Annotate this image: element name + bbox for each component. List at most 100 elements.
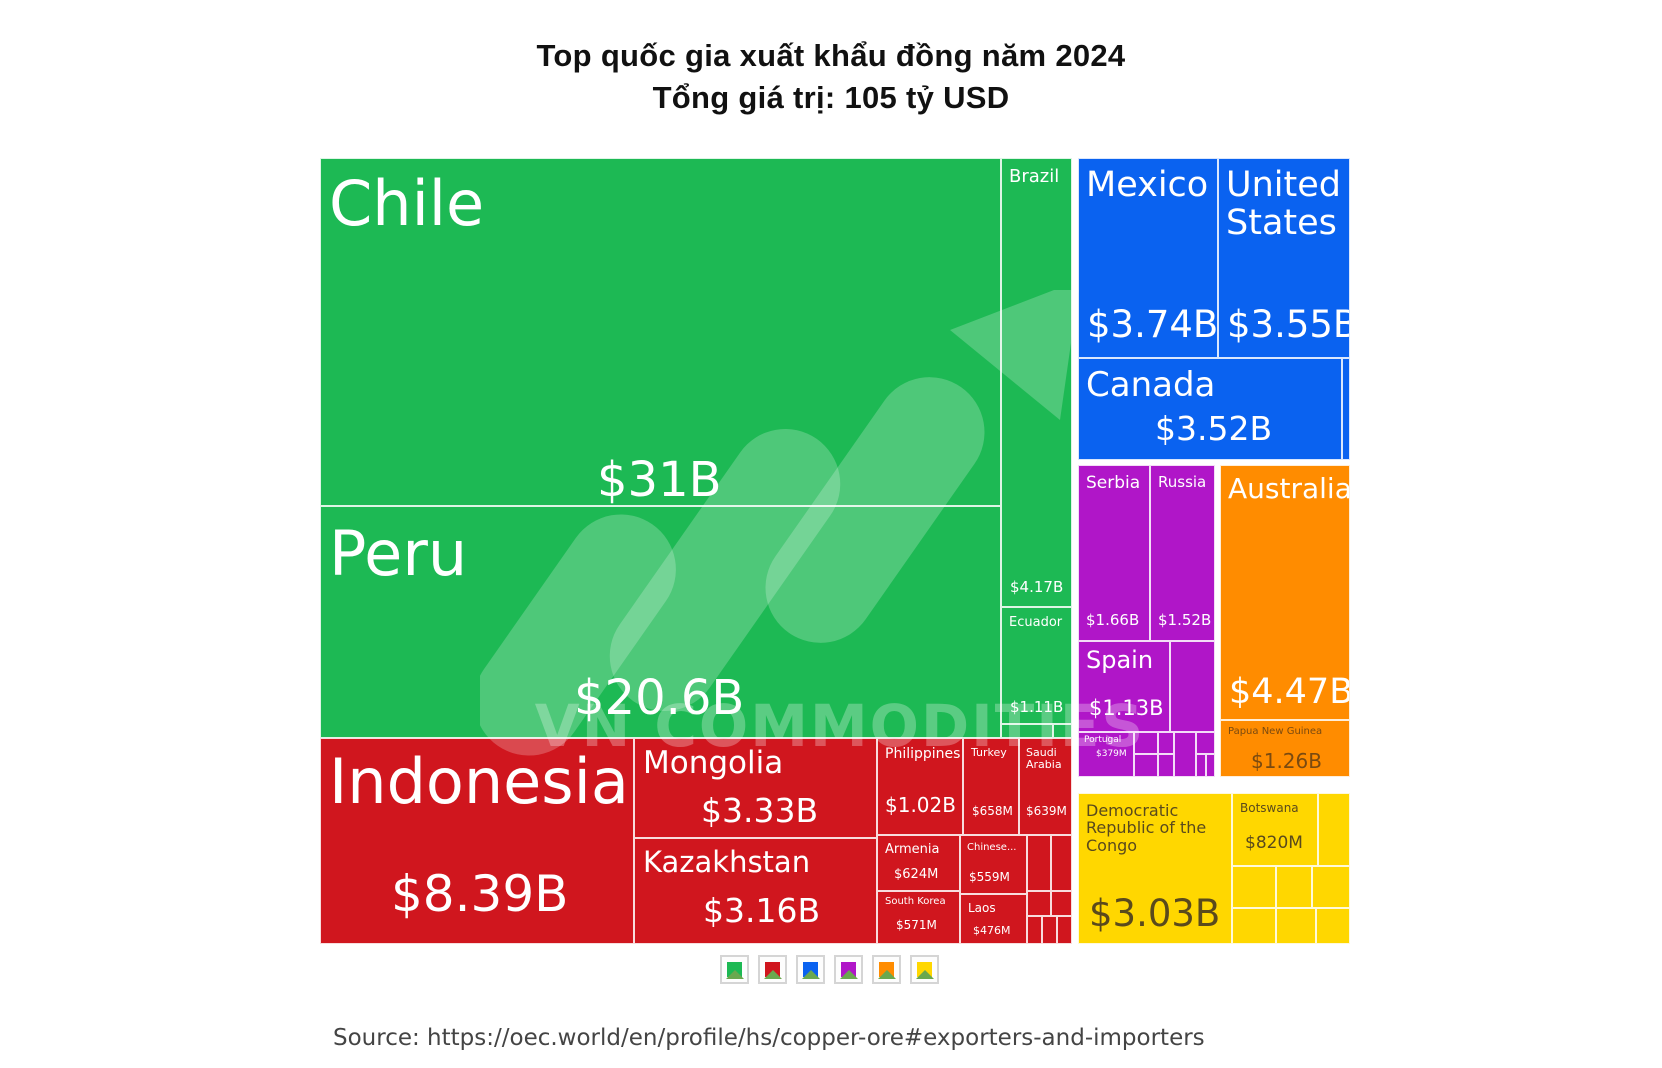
treemap-cell-unlabeled — [1053, 724, 1072, 738]
cell-value: $3.52B — [1155, 409, 1273, 448]
treemap-cell-unlabeled — [1276, 866, 1312, 908]
cell-label: Portugal — [1084, 735, 1122, 745]
cell-value: $1.13B — [1089, 696, 1164, 720]
image-placeholder-icon — [840, 970, 858, 979]
treemap-cell-mexico: Mexico $3.74B — [1078, 158, 1218, 358]
cell-label: Saudi Arabia — [1026, 746, 1062, 771]
treemap-cell-unlabeled — [1174, 732, 1196, 777]
cell-value: $1.66B — [1086, 611, 1140, 629]
source-note: Source: https://oec.world/en/profile/hs/… — [333, 1025, 1205, 1051]
cell-label: Indonesia — [329, 745, 629, 818]
cell-value: $8.39B — [391, 865, 569, 923]
cell-value: $658M — [972, 804, 1013, 818]
cell-label: Mongolia — [643, 745, 784, 781]
cell-value: $571M — [896, 918, 937, 932]
treemap-cell-unlabeled — [1051, 891, 1072, 916]
treemap-cell-democratic-republic-of-the-congo: Democratic Republic of the Congo $3.03B — [1078, 793, 1232, 944]
cell-value: $3.74B — [1087, 303, 1218, 346]
treemap-cell-unlabeled — [1196, 754, 1206, 777]
cell-value: $476M — [973, 924, 1011, 937]
cell-label: South Korea — [885, 896, 946, 907]
treemap-cell-saudi-arabia: Saudi Arabia $639M — [1019, 738, 1072, 835]
cell-label: Brazil — [1009, 166, 1060, 187]
treemap-cell-unlabeled — [1057, 916, 1072, 944]
treemap-chart: Chile $31B Peru $20.6B Brazil $4.17B Ecuador $1… — [320, 158, 1350, 944]
treemap-cell-portugal: Portugal $379M — [1078, 732, 1134, 777]
treemap-cell-unlabeled — [1134, 754, 1158, 777]
cell-label: Armenia — [885, 842, 940, 857]
treemap-cell-unlabeled — [1342, 358, 1350, 460]
treemap-cell-unlabeled — [1206, 754, 1215, 777]
cell-label: Peru — [329, 517, 468, 590]
orange-region-legend-icon[interactable] — [872, 955, 901, 984]
treemap-cell-brazil: Brazil $4.17B — [1001, 158, 1072, 607]
treemap-cell-spain: Spain $1.13B — [1078, 641, 1170, 732]
red-region-legend-icon[interactable] — [758, 955, 787, 984]
cell-value: $1.26B — [1251, 749, 1322, 773]
treemap-cell-chile: Chile $31B — [320, 158, 1001, 506]
cell-label: Botswana — [1240, 801, 1299, 815]
treemap-cell-unlabeled — [1312, 866, 1350, 908]
image-placeholder-icon — [916, 970, 934, 979]
treemap-cell-unlabeled — [1232, 866, 1276, 908]
cell-label: Australia — [1228, 472, 1350, 505]
cell-value: $3.33B — [701, 791, 819, 830]
chart-subtitle: Tổng giá trị: 105 tỷ USD — [652, 80, 1010, 115]
treemap-cell-unlabeled — [1042, 916, 1057, 944]
cell-label: Mexico — [1086, 165, 1209, 205]
chart-title: Top quốc gia xuất khẩu đồng năm 2024 — [536, 38, 1126, 73]
image-placeholder-icon — [802, 970, 820, 979]
cell-label: Spain — [1086, 646, 1154, 674]
cell-value: $379M — [1096, 749, 1127, 759]
cell-value: $3.16B — [703, 891, 821, 930]
cell-label: Chile — [329, 167, 485, 240]
treemap-cell-unlabeled — [1232, 908, 1276, 944]
treemap-cell-unlabeled — [1051, 835, 1072, 891]
cell-value: $639M — [1026, 804, 1067, 818]
cell-label: Kazakhstan — [643, 845, 811, 879]
cell-label: Russia — [1158, 473, 1207, 491]
cell-label: Democratic Republic of the Congo — [1086, 801, 1207, 855]
treemap-cell-armenia: Armenia $624M — [877, 835, 960, 891]
cell-label: Papua New Guinea — [1228, 726, 1323, 737]
treemap-cell-unlabeled — [1318, 793, 1350, 866]
cell-value: $820M — [1245, 833, 1303, 853]
treemap-cell-ecuador: Ecuador $1.11B — [1001, 607, 1072, 724]
cell-label: Philippines — [885, 746, 961, 762]
treemap-cell-turkey: Turkey $658M — [963, 738, 1019, 835]
legend — [720, 955, 939, 984]
cell-value: $624M — [894, 867, 939, 882]
cell-label: Turkey — [971, 746, 1007, 759]
cell-value: $1.02B — [885, 793, 956, 817]
image-placeholder-icon — [764, 970, 782, 979]
treemap-cell-peru: Peru $20.6B — [320, 506, 1001, 738]
yellow-region-legend-icon[interactable] — [910, 955, 939, 984]
blue-region-legend-icon[interactable] — [796, 955, 825, 984]
cell-value: $4.17B — [1010, 578, 1064, 596]
treemap-cell-botswana: Botswana $820M — [1232, 793, 1318, 866]
green-region-legend-icon[interactable] — [720, 955, 749, 984]
cell-label: Chinese... — [967, 842, 1017, 853]
image-placeholder-icon — [726, 970, 744, 979]
treemap-cell-canada: Canada $3.52B — [1078, 358, 1342, 460]
treemap-cell-united-states: United States $3.55B — [1218, 158, 1350, 358]
treemap-cell-south-korea: South Korea $571M — [877, 891, 960, 944]
cell-value: $1.11B — [1010, 698, 1064, 716]
treemap-cell-unlabeled — [1134, 732, 1158, 754]
cell-value: $4.47B — [1229, 672, 1350, 712]
treemap-cell-unlabeled — [1170, 641, 1215, 732]
treemap-cell-unlabeled — [1027, 916, 1042, 944]
treemap-cell-serbia: Serbia $1.66B — [1078, 465, 1150, 641]
treemap-cell-kazakhstan: Kazakhstan $3.16B — [634, 838, 877, 944]
cell-label: Serbia — [1086, 473, 1141, 493]
cell-label: Laos — [968, 901, 996, 915]
treemap-cell-unlabeled — [1027, 835, 1051, 891]
treemap-cell-australia: Australia $4.47B — [1220, 465, 1350, 720]
treemap-cell-philippines: Philippines $1.02B — [877, 738, 963, 835]
treemap-cell-indonesia: Indonesia $8.39B — [320, 738, 634, 944]
treemap-cell-chinese: Chinese... $559M — [960, 835, 1027, 894]
cell-value: $3.03B — [1089, 892, 1221, 935]
purple-region-legend-icon[interactable] — [834, 955, 863, 984]
treemap-cell-papua-new-guinea: Papua New Guinea $1.26B — [1220, 720, 1350, 777]
treemap-cell-unlabeled — [1158, 732, 1174, 754]
